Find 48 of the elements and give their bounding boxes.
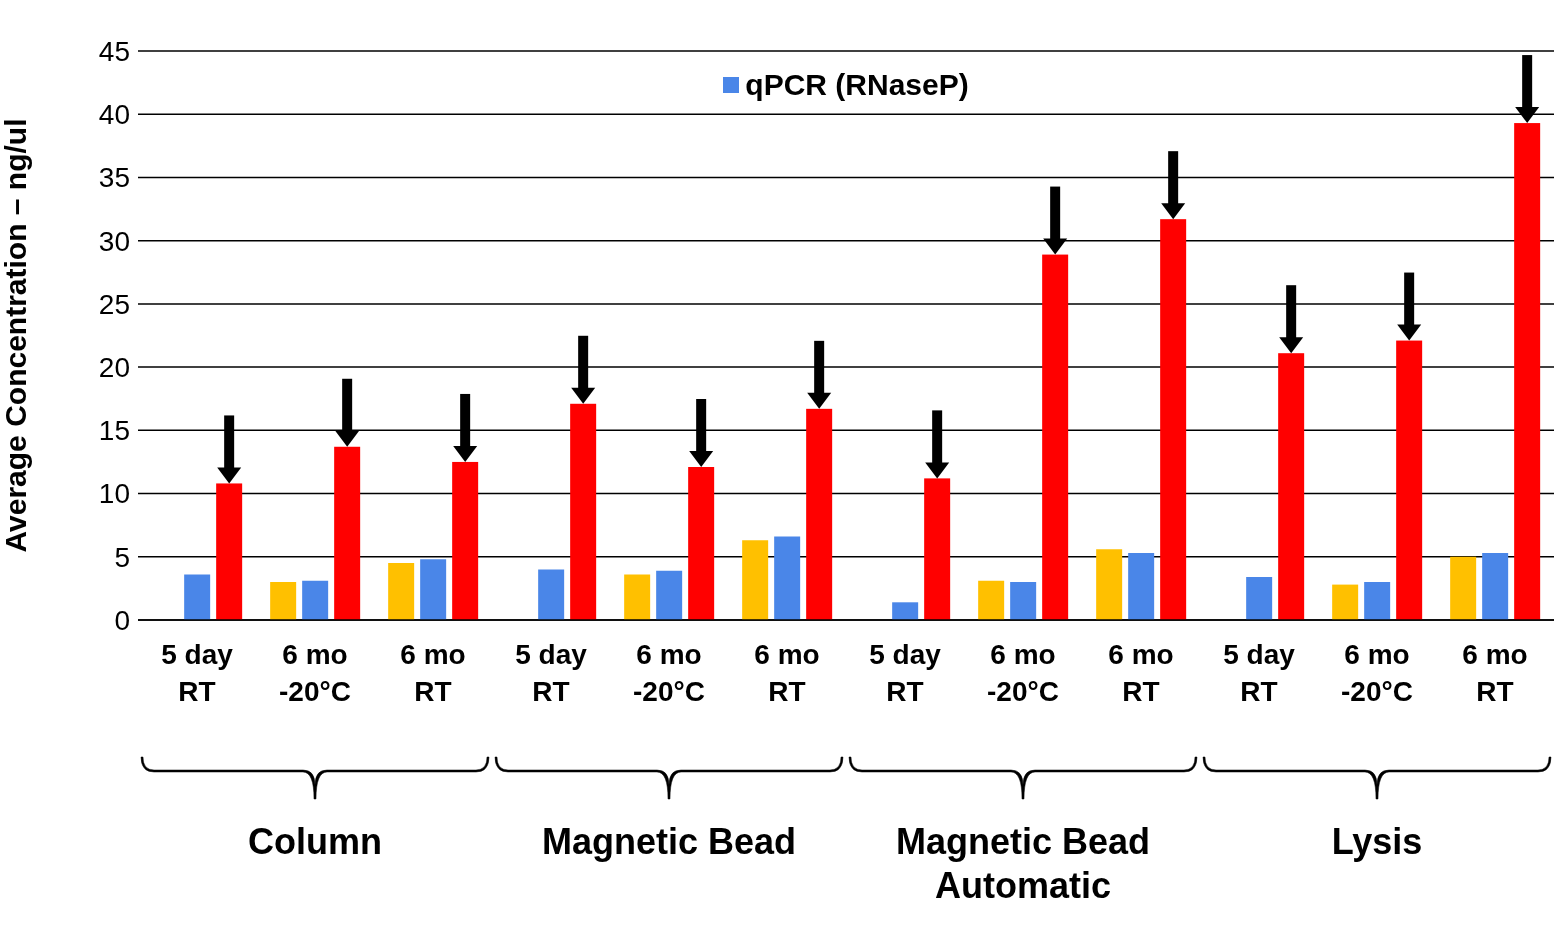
bar bbox=[1364, 582, 1391, 620]
x-tick-label: 6 mo RT bbox=[400, 639, 466, 707]
x-tick-label: 5 day RT bbox=[1223, 639, 1296, 707]
bar bbox=[1332, 584, 1359, 620]
bar bbox=[656, 570, 683, 620]
bar bbox=[1246, 577, 1273, 620]
bar bbox=[1128, 552, 1155, 620]
x-tick-label: 6 mo -20°C bbox=[279, 639, 351, 707]
bar bbox=[1482, 552, 1509, 620]
bar bbox=[774, 536, 801, 620]
bar bbox=[1096, 549, 1123, 620]
y-tick-label: 20 bbox=[98, 352, 130, 384]
bar bbox=[978, 580, 1005, 620]
x-tick-label: 6 mo RT bbox=[1108, 639, 1174, 707]
x-tick-label: 5 day RT bbox=[515, 639, 588, 707]
y-tick-label: 30 bbox=[98, 225, 130, 257]
bar bbox=[388, 563, 415, 620]
bar bbox=[1010, 582, 1037, 620]
x-tick-label: 6 mo -20°C bbox=[987, 639, 1059, 707]
x-tick-label: 6 mo RT bbox=[1462, 639, 1528, 707]
bar bbox=[1450, 556, 1477, 620]
text: Lysis bbox=[1330, 820, 1424, 864]
bar bbox=[624, 574, 651, 620]
y-tick-label: 40 bbox=[98, 99, 130, 131]
x-tick-label: 5 day RT bbox=[161, 639, 234, 707]
text: Magnetic Bead bbox=[540, 820, 798, 864]
y-tick-label: 5 bbox=[114, 541, 130, 573]
y-tick-label: 45 bbox=[98, 35, 130, 67]
y-tick-label: 35 bbox=[98, 162, 130, 194]
legend-label: qPCR (RNaseP) bbox=[745, 68, 969, 102]
bar bbox=[892, 602, 919, 620]
y-tick-label: 0 bbox=[114, 604, 130, 636]
y-tick-label: 15 bbox=[98, 415, 130, 447]
x-tick-label: 6 mo RT bbox=[754, 639, 820, 707]
text: Column bbox=[247, 820, 383, 864]
x-tick-label: 6 mo -20°C bbox=[633, 639, 705, 707]
text: Magnetic Bead Automatic bbox=[894, 820, 1152, 908]
y-axis-title: Average Concentration – ng/ul bbox=[0, 118, 32, 553]
x-tick-label: 5 day RT bbox=[869, 639, 942, 707]
bar bbox=[742, 540, 769, 620]
x-tick-label: 6 mo -20°C bbox=[1341, 639, 1413, 707]
bar bbox=[302, 580, 329, 620]
bar bbox=[420, 559, 447, 620]
bar bbox=[538, 569, 565, 620]
bar bbox=[270, 582, 297, 620]
bar bbox=[184, 574, 211, 620]
y-tick-label: 10 bbox=[98, 478, 130, 510]
y-tick-label: 25 bbox=[98, 288, 130, 320]
